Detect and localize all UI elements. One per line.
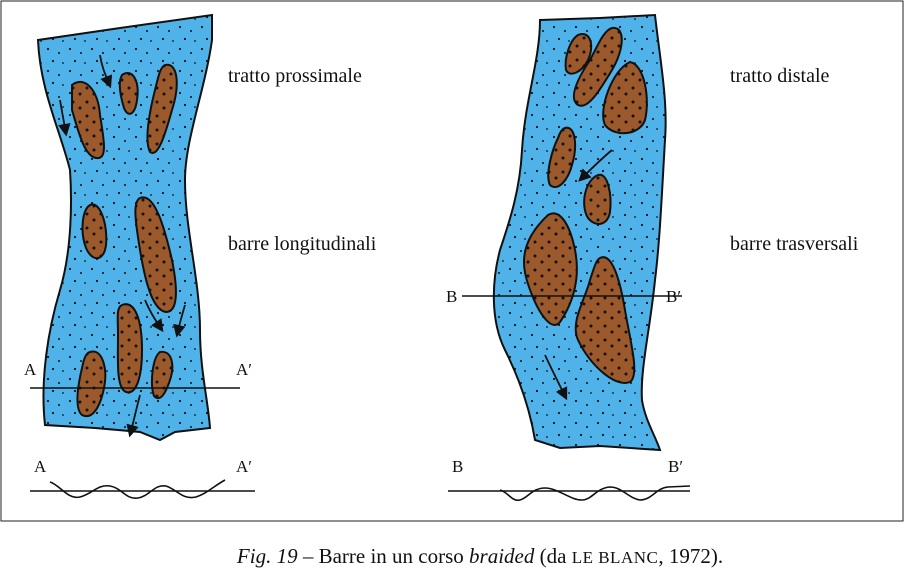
bars <box>523 26 648 384</box>
profile-label: B′ <box>668 457 683 476</box>
caption: Fig. 19 – Barre in un corso braided (da … <box>236 544 723 568</box>
label: barre trasversali <box>730 233 859 255</box>
label: tratto prossimale <box>228 65 362 87</box>
left-channel <box>36 13 213 442</box>
caption-text: , 1972). <box>658 544 723 568</box>
caption-term: braided <box>469 544 535 568</box>
caption-number: Fig. 19 <box>236 544 298 568</box>
right-channel <box>492 13 667 452</box>
profile-label: A′ <box>236 457 252 476</box>
profile <box>49 479 226 499</box>
section-label: B <box>446 287 457 306</box>
bars <box>71 63 178 418</box>
label: barre longitudinali <box>228 233 377 255</box>
section-label: A′ <box>236 360 252 379</box>
label: tratto distale <box>730 65 830 87</box>
caption-text: – Barre in un corso <box>298 544 469 568</box>
profile-label: A <box>34 457 47 476</box>
section-label: A <box>24 360 37 379</box>
section-label: B′ <box>666 287 681 306</box>
profile-label: B <box>452 457 463 476</box>
profile <box>499 485 691 502</box>
caption-author: LE BLANC <box>572 548 659 567</box>
caption-text: (da <box>534 544 571 568</box>
